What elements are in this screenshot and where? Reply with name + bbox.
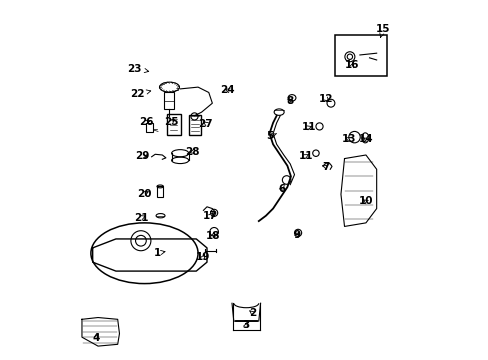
Text: 2: 2 <box>248 308 255 318</box>
Text: 17: 17 <box>203 211 218 221</box>
Text: 6: 6 <box>278 184 285 194</box>
Text: 16: 16 <box>345 60 359 70</box>
Text: 7: 7 <box>321 162 328 172</box>
Text: 28: 28 <box>184 147 199 157</box>
Text: 12: 12 <box>318 94 332 104</box>
Bar <box>189 114 200 135</box>
Text: 22: 22 <box>130 89 150 99</box>
Text: 4: 4 <box>92 333 100 343</box>
Bar <box>335 35 386 76</box>
Text: 13: 13 <box>341 134 356 144</box>
Text: 9: 9 <box>293 230 300 240</box>
Bar <box>157 186 163 197</box>
Text: 11: 11 <box>302 122 316 132</box>
Bar <box>146 123 153 132</box>
Text: 27: 27 <box>198 118 213 129</box>
Text: 18: 18 <box>205 231 220 241</box>
Text: 14: 14 <box>358 134 372 144</box>
Text: 3: 3 <box>242 320 249 330</box>
Bar <box>166 114 181 135</box>
Text: 26: 26 <box>139 117 153 127</box>
Text: 8: 8 <box>285 96 293 106</box>
Text: 15: 15 <box>375 24 389 37</box>
Text: 29: 29 <box>135 151 149 161</box>
Text: 25: 25 <box>163 117 178 127</box>
Text: 21: 21 <box>134 212 148 222</box>
Text: 23: 23 <box>127 64 148 73</box>
Text: 5: 5 <box>266 131 276 141</box>
Text: 19: 19 <box>196 252 210 262</box>
Text: 24: 24 <box>220 85 234 95</box>
Text: 10: 10 <box>358 197 372 206</box>
Text: 1: 1 <box>153 248 164 258</box>
Bar <box>163 93 174 109</box>
Text: 20: 20 <box>137 189 151 199</box>
Text: 11: 11 <box>299 151 313 161</box>
